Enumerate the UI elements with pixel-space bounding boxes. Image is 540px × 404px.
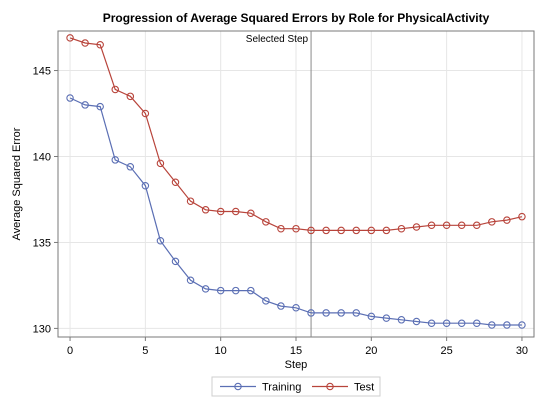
data-point-test	[277, 224, 285, 233]
data-point-test	[503, 216, 511, 224]
data-point-test	[231, 207, 240, 216]
y-tick-label: 135	[33, 237, 51, 249]
data-point-training	[457, 319, 466, 327]
data-point-test	[518, 212, 526, 221]
data-point-test	[322, 226, 330, 235]
data-point-training	[96, 102, 104, 111]
data-point-training	[382, 314, 391, 322]
data-point-test	[262, 218, 270, 226]
legend-box	[211, 376, 381, 397]
data-point-test	[307, 226, 315, 235]
legend-marker	[234, 382, 242, 391]
y-tick-label: 140	[33, 151, 51, 163]
data-point-test	[141, 109, 150, 118]
chart-title: Progression of Average Squared Errors by…	[103, 11, 490, 25]
data-point-training	[503, 321, 511, 329]
ticks: 0 5 10 15 20 25 30 130 135 140 145	[33, 66, 528, 357]
series-training	[66, 94, 526, 329]
data-point-training	[156, 236, 165, 245]
series-group	[66, 34, 526, 329]
data-point-test	[171, 178, 180, 187]
data-point-test	[457, 221, 466, 230]
data-point-training	[66, 94, 74, 102]
data-point-test	[111, 85, 119, 94]
data-point-test	[81, 39, 89, 47]
reference-line-group: Selected Step	[246, 31, 312, 337]
data-point-training	[247, 286, 255, 295]
x-tick-label: 5	[142, 345, 148, 357]
data-point-test	[488, 218, 496, 226]
x-axis-label: Step	[285, 359, 308, 371]
y-tick-label: 130	[33, 323, 51, 335]
data-point-training	[488, 321, 496, 329]
data-point-training	[216, 286, 225, 295]
data-point-test	[367, 226, 376, 235]
x-tick-label: 30	[516, 345, 528, 357]
data-point-training	[231, 286, 240, 295]
data-point-training	[81, 101, 89, 109]
legend-label: Test	[354, 382, 374, 394]
data-point-test	[412, 223, 421, 231]
data-point-test	[292, 224, 300, 233]
y-axis-label: Average Squared Error	[11, 127, 23, 240]
data-point-training	[126, 163, 135, 171]
data-point-training	[277, 302, 285, 310]
x-tick-label: 10	[215, 345, 227, 357]
data-point-training	[201, 285, 210, 293]
data-point-test	[247, 209, 255, 217]
data-point-training	[412, 317, 421, 326]
y-tick-label: 145	[33, 66, 51, 78]
legend: Training Test	[211, 376, 381, 397]
legend-label: Training	[262, 382, 301, 394]
series-test	[66, 34, 526, 235]
x-tick-label: 15	[290, 345, 302, 357]
data-point-training	[262, 297, 270, 305]
data-point-training	[427, 319, 436, 327]
data-point-test	[96, 41, 104, 49]
data-point-test	[156, 159, 165, 168]
data-point-training	[111, 156, 119, 164]
data-point-test	[473, 221, 481, 230]
data-point-training	[367, 312, 376, 321]
data-point-training	[337, 309, 345, 317]
selected-step-label: Selected Step	[246, 34, 309, 45]
data-point-training	[322, 309, 330, 317]
x-tick-label: 20	[365, 345, 377, 357]
data-point-test	[397, 224, 406, 233]
data-point-training	[518, 321, 526, 329]
legend-item-test: Test	[312, 382, 374, 394]
data-point-test	[126, 92, 135, 101]
series-line-training	[69, 97, 522, 326]
data-point-training	[292, 304, 300, 312]
data-point-training	[352, 309, 361, 317]
data-point-test	[66, 34, 74, 42]
data-point-test	[216, 207, 225, 216]
data-point-training	[141, 181, 150, 190]
data-point-training	[397, 316, 406, 324]
x-tick-label: 25	[441, 345, 453, 357]
data-point-training	[307, 309, 315, 317]
data-point-training	[442, 319, 451, 327]
data-point-training	[473, 319, 481, 327]
legend-marker	[326, 382, 334, 391]
series-line-test	[69, 37, 523, 231]
data-point-test	[201, 206, 210, 214]
data-point-training	[186, 276, 195, 285]
data-point-test	[337, 226, 345, 235]
data-point-test	[352, 226, 361, 235]
data-point-test	[382, 226, 391, 235]
data-point-test	[186, 197, 195, 205]
data-point-test	[427, 221, 436, 230]
grid	[58, 31, 534, 337]
legend-item-training: Training	[220, 382, 301, 394]
data-point-test	[442, 221, 451, 230]
data-point-training	[171, 257, 180, 266]
x-tick-label: 0	[67, 345, 73, 357]
